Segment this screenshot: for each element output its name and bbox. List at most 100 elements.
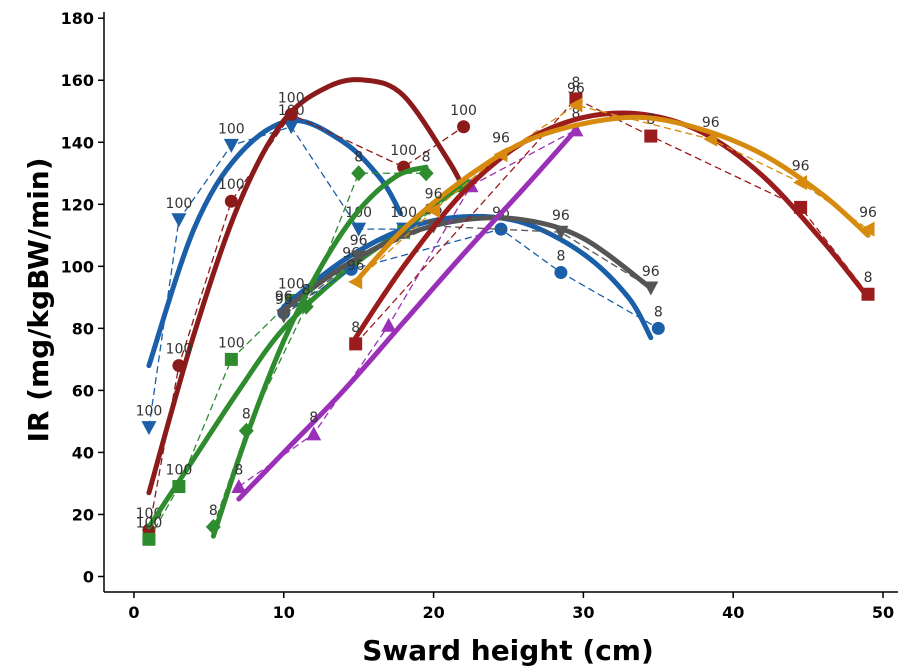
data-point [568, 97, 583, 113]
data-point [276, 309, 292, 324]
point-label: 96 [642, 264, 660, 280]
y-tick-label: 120 [61, 195, 94, 214]
data-point [381, 317, 397, 332]
data-point [351, 250, 367, 265]
series-2: 100 100 100 100 100 100 [136, 77, 477, 537]
data-point [651, 321, 665, 335]
point-label: 100 [390, 205, 417, 221]
point-label: 100 [166, 196, 193, 212]
y-tick-label: 0 [83, 567, 94, 586]
point-label: 96 [347, 258, 365, 274]
data-point [223, 138, 239, 153]
point-label: 8 [571, 75, 580, 91]
point-label: 96 [792, 159, 810, 175]
data-point [141, 421, 157, 436]
point-label: 8 [864, 270, 873, 286]
point-label: 8 [234, 463, 243, 479]
y-axis-title: IR (mg/kgBW/min) [22, 157, 55, 442]
x-tick-label: 0 [128, 603, 139, 622]
axes: 0 20 40 60 80 100 120 140 160 180 0 10 20 30 40 50 [61, 9, 898, 622]
data-point [142, 532, 156, 546]
y-tick-label: 20 [72, 505, 94, 524]
point-label: 8 [209, 503, 218, 519]
x-tick-label: 20 [422, 603, 444, 622]
point-label: 8 [242, 407, 251, 423]
point-label: 100 [136, 404, 163, 420]
data-point [457, 120, 471, 134]
y-tick-label: 80 [72, 319, 94, 338]
data-point [554, 266, 568, 280]
fitted-curve [236, 127, 579, 502]
data-point [418, 165, 434, 182]
data-point [238, 422, 254, 439]
point-label: 96 [425, 187, 443, 203]
series-7: 8 8 8 [231, 106, 584, 502]
point-label: 8 [302, 283, 311, 299]
observed-line [212, 172, 427, 528]
y-tick-label: 60 [72, 381, 94, 400]
x-tick-label: 30 [572, 603, 594, 622]
series-9: 96 96 96 96 96 96 96 [347, 81, 877, 290]
fitted-curve [281, 215, 654, 313]
y-tick-label: 160 [61, 71, 94, 90]
data-point [284, 107, 298, 121]
fitted-curve [353, 114, 871, 285]
point-label: 100 [166, 342, 193, 358]
x-tick-label: 10 [273, 603, 295, 622]
x-axis-title: Sward height (cm) [362, 634, 654, 667]
observed-line [148, 185, 464, 540]
y-tick-label: 40 [72, 443, 94, 462]
data-point [553, 225, 569, 240]
data-point [351, 165, 367, 182]
fitted-curve [353, 110, 871, 341]
point-label: 8 [354, 149, 363, 165]
point-label: 100 [136, 515, 163, 531]
point-label: 100 [390, 143, 417, 159]
data-point [172, 359, 186, 373]
data-point [860, 221, 875, 237]
point-label: 96 [275, 289, 293, 305]
fitted-curve [146, 183, 467, 530]
fitted-curve [146, 77, 467, 496]
fitted-curve [210, 164, 429, 539]
data-point [351, 222, 367, 237]
series-6: 8 8 8 8 8 [205, 149, 434, 539]
point-label: 100 [278, 90, 305, 106]
data-point [231, 479, 247, 494]
point-label: 96 [492, 131, 510, 147]
data-point [643, 281, 659, 296]
point-label: 100 [278, 276, 305, 292]
point-label: 8 [654, 304, 663, 320]
point-label: 96 [552, 208, 570, 224]
point-label: 100 [166, 463, 193, 479]
data-point [224, 352, 238, 366]
point-label: 8 [309, 410, 318, 426]
data-point [861, 287, 875, 301]
data-point [794, 200, 808, 214]
data-point [348, 274, 363, 290]
data-point [349, 337, 363, 351]
y-tick-label: 100 [61, 257, 94, 276]
data-point [493, 147, 508, 163]
y-tick-label: 180 [61, 9, 94, 28]
data-point [426, 203, 441, 219]
point-label: 96 [350, 233, 368, 249]
point-label: 100 [450, 103, 477, 119]
point-label: 8 [422, 149, 431, 165]
data-point [283, 120, 299, 135]
point-label: 96 [702, 115, 720, 131]
point-label: 8 [556, 249, 565, 265]
point-label: 96 [859, 205, 877, 221]
data-point [703, 131, 718, 147]
data-point [298, 298, 314, 315]
data-point [205, 518, 221, 535]
data-point [171, 213, 187, 228]
x-tick-label: 40 [722, 603, 744, 622]
data-point [568, 122, 584, 137]
point-label: 8 [571, 106, 580, 122]
data-point [306, 426, 322, 441]
point-label: 95 [275, 292, 293, 308]
plot-area: 100 100 100 100 100 100 100 100 100 100 100 100 1001… [136, 75, 877, 546]
data-point [644, 129, 658, 143]
